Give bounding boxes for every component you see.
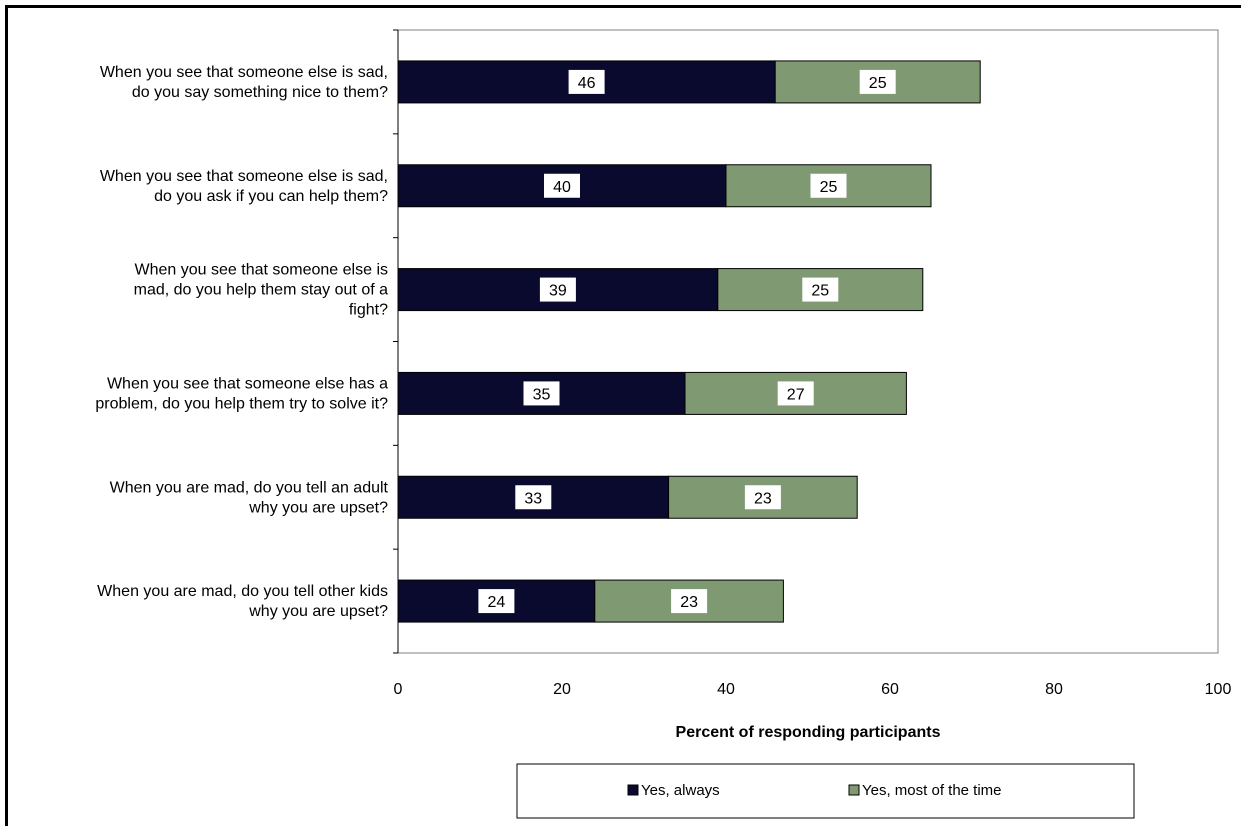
data-label: 24 [488, 594, 506, 611]
category-label: When you see that someone else is sad, do… [100, 64, 388, 101]
category-label: When you see that someone else has a prob… [95, 375, 388, 412]
category-label: When you see that someone else is sad, do… [100, 168, 388, 205]
x-tick-label: 100 [1205, 681, 1232, 698]
x-tick-label: 40 [717, 681, 735, 698]
legend: Yes, always Yes, most of the time [517, 764, 1134, 818]
x-tick-label: 80 [1045, 681, 1063, 698]
category-label: When you see that someone else is mad, do… [134, 262, 388, 319]
legend-swatch [628, 785, 638, 795]
data-label: 25 [811, 283, 829, 300]
x-tick-label: 60 [881, 681, 899, 698]
data-label: 27 [787, 386, 805, 403]
data-label: 40 [553, 179, 571, 196]
data-label: 23 [754, 490, 772, 507]
legend-box [517, 764, 1134, 818]
legend-label: Yes, most of the time [862, 782, 1002, 799]
data-label: 33 [524, 490, 542, 507]
data-label: 25 [820, 179, 838, 196]
x-tick-label: 0 [394, 681, 403, 698]
legend-label: Yes, always [641, 782, 720, 799]
x-tick-label: 20 [553, 681, 571, 698]
data-label: 46 [578, 75, 596, 92]
data-label: 25 [869, 75, 887, 92]
category-label: When you are mad, do you tell an adult wh… [110, 479, 389, 516]
legend-swatch [849, 785, 859, 795]
data-label: 35 [533, 386, 551, 403]
data-label: 23 [680, 594, 698, 611]
data-label: 39 [549, 283, 567, 300]
x-axis-title: Percent of responding participants [676, 724, 941, 741]
plot-area [398, 30, 1218, 653]
category-label: When you are mad, do you tell other kids… [97, 583, 388, 620]
